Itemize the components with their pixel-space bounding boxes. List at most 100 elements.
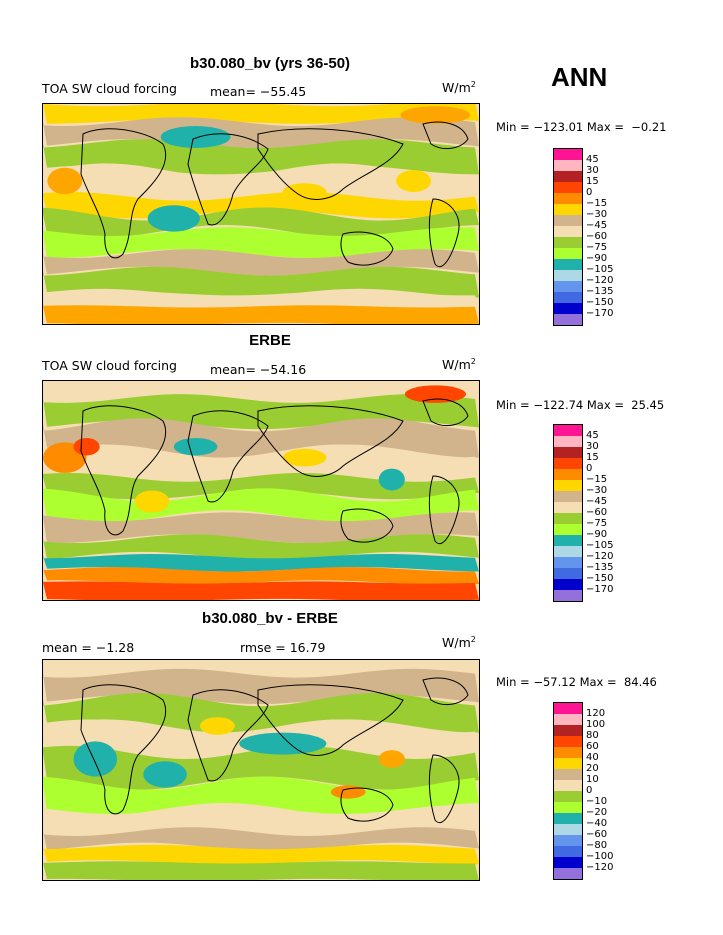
panel-1-colorbar-ticks: 45 30 15 0 −15 −30 −45 −60 −75 −90 −105 −120 −135 −15…: [586, 154, 613, 319]
colorbar-tick-label: 45: [586, 154, 599, 165]
colorbar-swatch: [554, 226, 582, 237]
coastline: [257, 684, 404, 756]
coastline: [428, 754, 460, 823]
contour-band: [43, 444, 479, 484]
panel-2-colorbar: [553, 424, 583, 602]
panel-3-title: b30.080_bv - ERBE: [202, 610, 338, 627]
panel-2-minmax: Min = −122.74 Max = 25.45: [496, 398, 665, 412]
colorbar-tick-label: 20: [586, 763, 599, 774]
panel-2-mean: mean= −54.16: [210, 362, 307, 377]
colorbar-tick-label: −90: [586, 253, 608, 264]
contour-band: [43, 207, 479, 239]
map-field: [43, 660, 479, 880]
colorbar-tick-label: −60: [586, 231, 608, 242]
contour-blob: [143, 761, 187, 788]
colorbar-swatch: [554, 270, 582, 281]
contour-band: [43, 805, 479, 836]
colorbar-tick-label: −135: [586, 562, 614, 573]
colorbar-swatch: [554, 714, 582, 725]
panel-2-units: W/m2: [442, 357, 476, 373]
contour-band: [43, 227, 479, 258]
colorbar-swatch: [554, 579, 582, 590]
coastline: [340, 231, 394, 266]
colorbar-tick-label: 30: [586, 165, 599, 176]
panel-3-colorbar-ticks: 120 100 80 60 40 20 10 0 −10 −20 −40 −60 −80 −100 −120: [586, 708, 613, 873]
colorbar-tick-label: −105: [586, 540, 614, 551]
colorbar-swatch: [554, 425, 582, 436]
colorbar-tick-label: −100: [586, 851, 614, 862]
colorbar-tick-label: −120: [586, 862, 614, 873]
colorbar-tick-label: 80: [586, 730, 599, 741]
colorbar-swatch: [554, 480, 582, 491]
colorbar-tick-label: −170: [586, 308, 614, 319]
contour-blob: [47, 167, 83, 195]
colorbar-swatch: [554, 502, 582, 513]
panel-1-title: b30.080_bv (yrs 36-50): [189, 55, 351, 72]
contour-band: [43, 844, 479, 865]
colorbar-swatch: [554, 769, 582, 780]
colorbar-tick-label: 15: [586, 176, 599, 187]
contour-blob: [330, 785, 366, 799]
contour-band: [43, 534, 479, 561]
colorbar-tick-label: −40: [586, 818, 608, 829]
panel-2-colorbar-ticks: 45 30 15 0 −15 −30 −45 −60 −75 −90 −105 −120 −135 −15…: [586, 430, 613, 595]
colorbar-swatch: [554, 813, 582, 824]
colorbar-swatch: [554, 524, 582, 535]
colorbar-tick-label: −30: [586, 485, 608, 496]
coastline: [80, 128, 167, 259]
colorbar-tick-label: 0: [586, 785, 593, 796]
panel-1-field-label: TOA SW cloud forcing: [42, 81, 177, 96]
colorbar-swatch: [554, 824, 582, 835]
contour-band: [43, 861, 479, 880]
colorbar-swatch: [554, 303, 582, 314]
contour-band: [43, 567, 479, 585]
colorbar-tick-label: −10: [586, 796, 608, 807]
colorbar-swatch: [554, 469, 582, 480]
colorbar-swatch: [554, 314, 582, 325]
contour-blob: [73, 741, 118, 777]
colorbar-tick-label: 45: [586, 430, 599, 441]
coastline: [80, 684, 167, 815]
colorbar-swatch: [554, 215, 582, 226]
coastline: [422, 398, 469, 427]
contour-band: [43, 488, 479, 524]
contour-band: [43, 249, 479, 276]
colorbar-tick-label: −90: [586, 529, 608, 540]
panel-2-field-label: TOA SW cloud forcing: [42, 358, 177, 373]
panel-1-mean: mean= −55.45: [210, 84, 307, 99]
colorbar-swatch: [554, 590, 582, 601]
colorbar-tick-label: 60: [586, 741, 599, 752]
panel-3-mean: mean = −1.28: [42, 640, 135, 655]
coastline: [257, 405, 404, 477]
panel-1-minmax: Min = −123.01 Max = −0.21: [496, 120, 667, 134]
contour-band: [43, 163, 479, 203]
colorbar-swatch: [554, 868, 582, 879]
colorbar-tick-label: −15: [586, 474, 608, 485]
colorbar-swatch: [554, 747, 582, 758]
colorbar-swatch: [554, 835, 582, 846]
colorbar-tick-label: −15: [586, 198, 608, 209]
season-label: ANN: [551, 62, 608, 92]
contour-band: [43, 139, 479, 175]
colorbar-swatch: [554, 292, 582, 303]
colorbar-tick-label: −75: [586, 242, 608, 253]
coastline: [422, 677, 469, 706]
colorbar-swatch: [554, 171, 582, 182]
colorbar-tick-label: −60: [586, 507, 608, 518]
colorbar-swatch: [554, 436, 582, 447]
colorbar-swatch: [554, 182, 582, 193]
contour-band: [43, 291, 479, 309]
panel-1-map: [42, 103, 480, 325]
colorbar-swatch: [554, 447, 582, 458]
contour-blob: [199, 717, 235, 735]
colorbar-tick-label: 30: [586, 441, 599, 452]
panel-3-minmax: Min = −57.12 Max = 84.46: [496, 675, 657, 689]
contour-band: [43, 512, 479, 544]
contour-band: [43, 266, 479, 298]
contour-blob: [134, 490, 170, 513]
colorbar-swatch: [554, 725, 582, 736]
colorbar-tick-label: −170: [586, 584, 614, 595]
colorbar-tick-label: 10: [586, 774, 599, 785]
colorbar-tick-label: −120: [586, 275, 614, 286]
contour-blob: [282, 183, 327, 201]
